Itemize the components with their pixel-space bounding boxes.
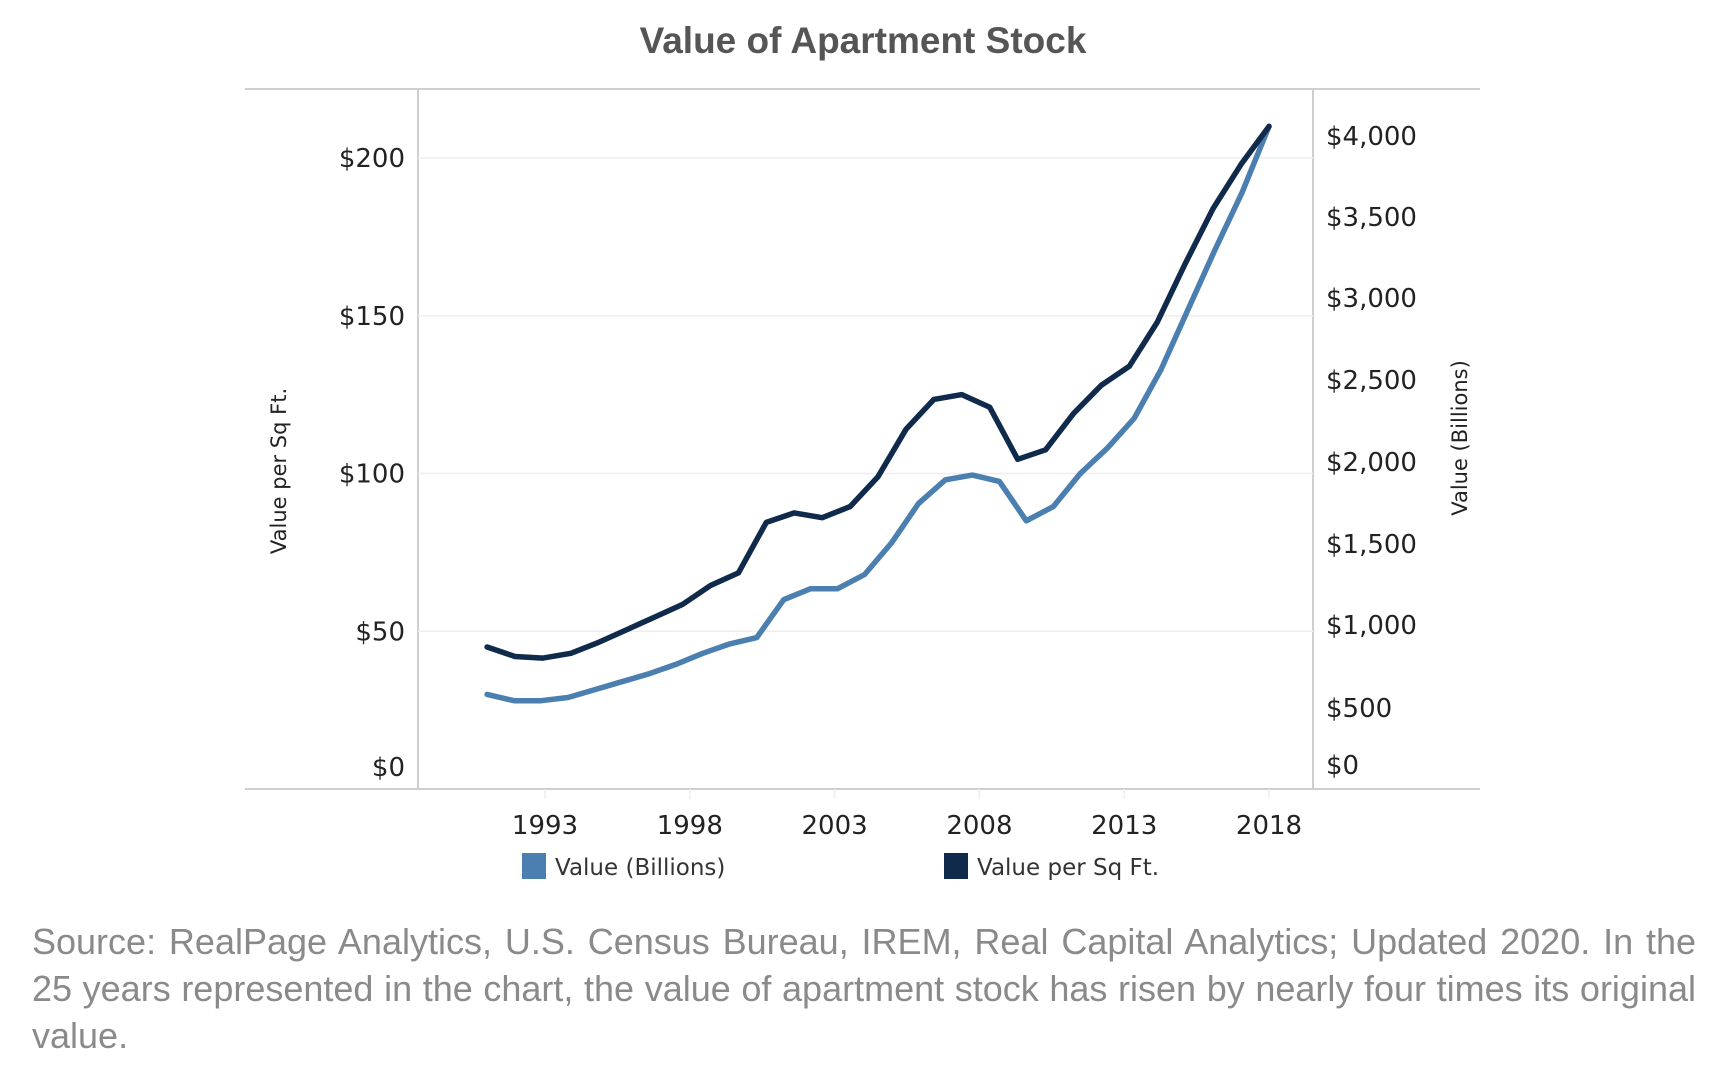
legend-swatch — [944, 853, 968, 879]
y2-tick-label: $1,000 — [1326, 611, 1417, 641]
y-tick-label: $50 — [355, 617, 405, 647]
series-line-value-per-sq-ft — [484, 123, 1272, 661]
y2-tick-label: $4,000 — [1326, 122, 1417, 152]
y-tick-label: $200 — [339, 144, 405, 174]
x-tick-label: 2013 — [1091, 811, 1157, 841]
y2-tick-label: $0 — [1326, 751, 1359, 781]
y2-tick-label: $3,500 — [1326, 203, 1417, 233]
y2-tick-label: $2,500 — [1326, 366, 1417, 396]
y-axis-title: Value per Sq Ft. — [267, 388, 291, 554]
x-tick-label: 2003 — [802, 811, 868, 841]
x-tick-label: 2018 — [1236, 811, 1302, 841]
x-tick-label: 2008 — [946, 811, 1012, 841]
legend-swatch — [522, 853, 546, 879]
series-line-value-billions — [484, 123, 1272, 704]
y2-tick-label: $3,000 — [1326, 284, 1417, 314]
y2-axis-title: Value (Billions) — [1448, 360, 1472, 516]
x-tick-label: 1993 — [512, 811, 578, 841]
chart-title: Value of Apartment Stock — [639, 20, 1087, 61]
source-caption: Source: RealPage Analytics, U.S. Census … — [32, 921, 1696, 1056]
y2-tick-label: $2,000 — [1326, 448, 1417, 478]
legend-label: Value per Sq Ft. — [977, 855, 1159, 881]
x-tick-label: 1998 — [657, 811, 723, 841]
y-tick-label: $0 — [372, 753, 405, 783]
y2-tick-label: $500 — [1326, 694, 1392, 724]
y-tick-label: $150 — [339, 302, 405, 332]
y2-tick-label: $1,500 — [1326, 530, 1417, 560]
y-tick-label: $100 — [339, 460, 405, 490]
legend-label: Value (Billions) — [555, 855, 725, 881]
